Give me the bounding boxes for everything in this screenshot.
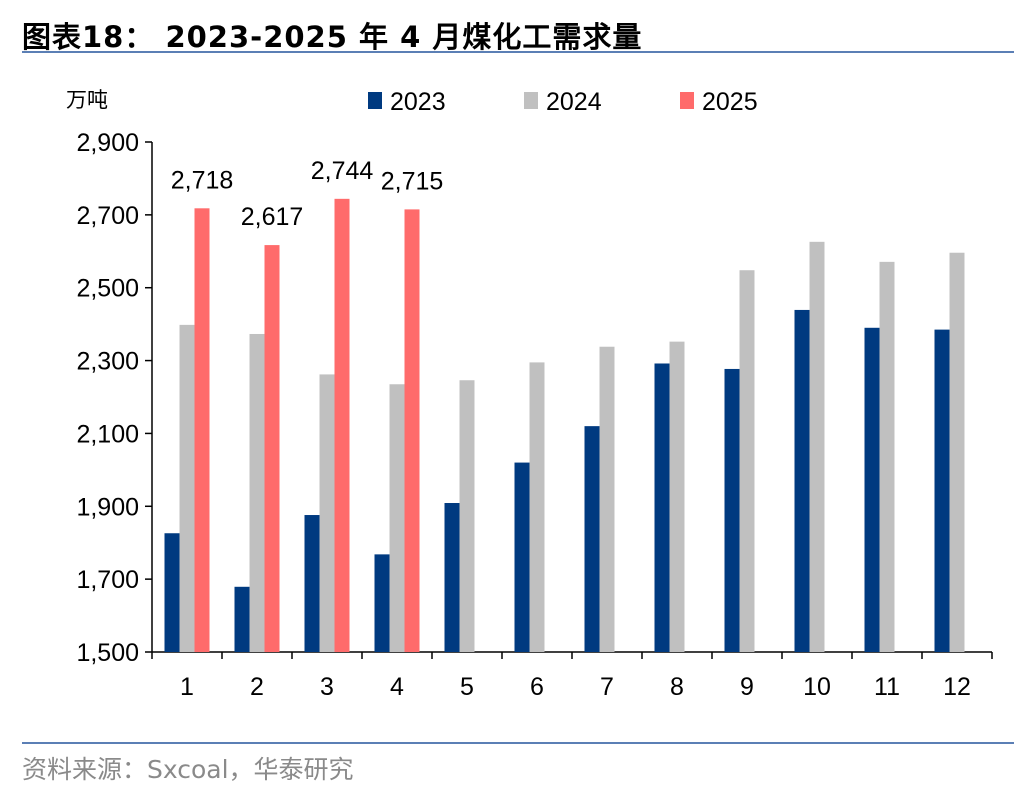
legend-label-2025: 2025 [702, 88, 758, 116]
y-tick-label: 2,100 [76, 420, 139, 448]
bar-2025 [404, 209, 420, 652]
x-tick-label: 2 [250, 673, 264, 701]
data-label: 2,617 [241, 203, 304, 231]
x-tick-label: 5 [460, 673, 474, 701]
chart-title: 图表18： 2023-2025 年 4 月煤化工需求量 [22, 20, 643, 54]
x-tick-label: 3 [320, 673, 334, 701]
footer-divider [22, 742, 1014, 744]
bar-2024 [739, 270, 755, 652]
bar-2024 [529, 362, 545, 652]
bar-2024 [319, 374, 335, 652]
x-tick-label: 11 [874, 673, 900, 701]
bar-2023 [234, 586, 250, 652]
bar-2023 [164, 533, 180, 652]
bar-2023 [374, 554, 390, 652]
bar-2024 [599, 346, 615, 652]
data-label: 2,744 [311, 157, 374, 185]
legend-swatch-2025 [680, 92, 694, 109]
bar-2023 [794, 309, 810, 652]
x-tick-label: 12 [943, 673, 971, 701]
legend-label-2024: 2024 [546, 88, 602, 116]
bar-2023 [724, 368, 740, 652]
bar-2023 [514, 462, 530, 652]
x-tick-label: 7 [600, 673, 614, 701]
x-tick-label: 6 [530, 673, 544, 701]
chart-axes: 1,500 1,700 1,900 2,100 2,300 2,500 2,700 2,900… [66, 89, 993, 701]
y-tick-label: 2,900 [76, 129, 139, 157]
x-tick-label: 10 [803, 673, 831, 701]
x-tick-label: 8 [670, 673, 684, 701]
bar-2024 [179, 324, 195, 652]
x-tick-label: 9 [740, 673, 754, 701]
y-tick-label: 1,900 [76, 493, 139, 521]
x-tick-label: 4 [390, 673, 404, 701]
legend-swatch-2023 [368, 92, 382, 109]
bar-2024 [669, 341, 685, 652]
bar-2023 [584, 426, 600, 652]
legend-label-2023: 2023 [390, 88, 446, 116]
y-tick-label: 2,300 [76, 348, 139, 376]
chart-legend: 2023 2024 2025 [368, 88, 758, 116]
bar-2025 [264, 245, 280, 653]
legend-swatch-2024 [524, 92, 538, 109]
y-tick-label: 2,500 [76, 275, 139, 303]
bar-2024 [809, 241, 825, 653]
y-unit-label: 万吨 [66, 89, 108, 112]
bar-2025 [194, 208, 210, 653]
data-label: 2,718 [171, 166, 234, 194]
bar-2024 [459, 380, 475, 652]
x-tick-label: 1 [180, 673, 194, 701]
bar-2024 [249, 333, 265, 652]
y-tick-label: 1,700 [76, 566, 139, 594]
bar-2025 [334, 198, 350, 653]
title-divider [22, 51, 1014, 53]
bar-2023 [444, 503, 460, 652]
bar-2023 [934, 329, 950, 652]
source-note: 资料来源：Sxcoal，华泰研究 [22, 755, 354, 784]
bar-2023 [654, 363, 670, 652]
bar-2024 [879, 261, 895, 652]
y-tick-label: 2,700 [76, 202, 139, 230]
bar-2023 [304, 515, 320, 652]
y-tick-label: 1,500 [76, 639, 139, 667]
chart-bars [164, 198, 965, 653]
bar-2024 [389, 384, 405, 652]
bar-2023 [864, 327, 880, 652]
bar-2024 [949, 252, 965, 652]
data-label: 2,715 [381, 167, 444, 195]
